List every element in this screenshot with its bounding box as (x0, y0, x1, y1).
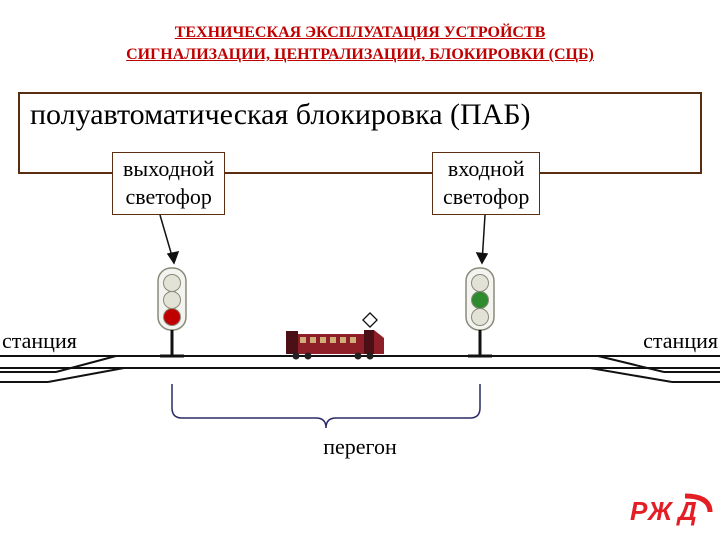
track-group (0, 356, 720, 382)
svg-text:Ж: Ж (646, 496, 674, 526)
label-arrows (160, 215, 487, 263)
exit-signal (158, 268, 186, 356)
svg-text:Д: Д (676, 496, 697, 526)
diagram-scene: Р Ж Д (0, 0, 720, 540)
rzd-logo: Р Ж Д (630, 496, 710, 526)
enter-signal-label-box: входной светофор (432, 152, 540, 215)
peregon-bracket (172, 384, 480, 428)
enter-signal (466, 268, 494, 356)
exit-signal-label: выходной светофор (123, 156, 214, 209)
svg-text:Р: Р (630, 496, 648, 526)
train-icon (286, 313, 384, 360)
enter-signal-label: входной светофор (443, 156, 529, 209)
title-text: полуавтоматическая блокировка (ПАБ) (30, 98, 531, 131)
exit-signal-label-box: выходной светофор (112, 152, 225, 215)
